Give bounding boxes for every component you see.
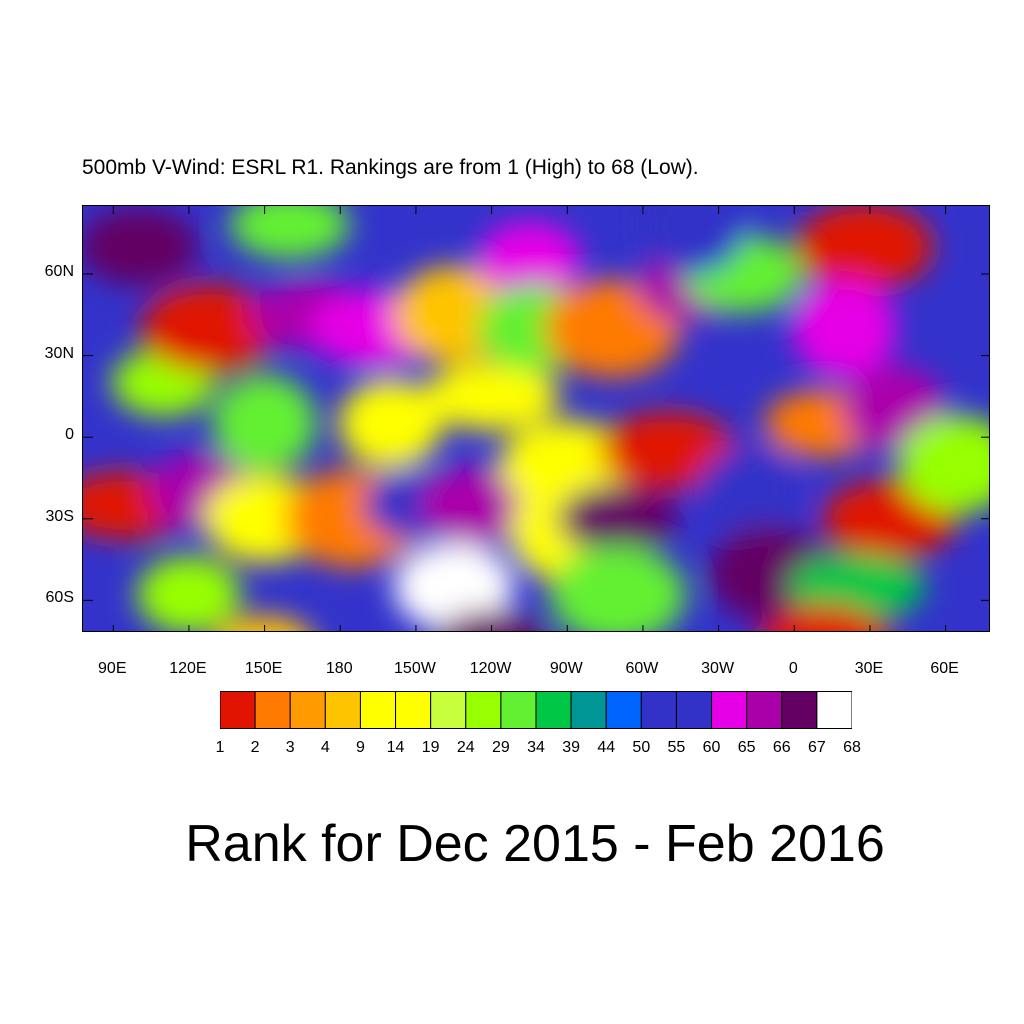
rank-field	[83, 206, 989, 631]
rank-blob	[762, 605, 887, 631]
colorbar-tick-label: 66	[772, 739, 791, 756]
rank-blob	[898, 415, 989, 514]
colorbar-tick-label: 9	[355, 739, 365, 756]
lon-label: 120W	[469, 660, 512, 677]
colorbar-swatch	[359, 691, 397, 729]
rank-blob	[136, 555, 241, 631]
figure-caption: Rank for Dec 2015 - Feb 2016	[185, 815, 885, 873]
lon-label: 90E	[98, 660, 127, 677]
rank-blob	[696, 447, 801, 536]
colorbar-tick-label: 4	[320, 739, 330, 756]
colorbar-swatch	[640, 691, 677, 729]
colorbar-tick-label: 65	[737, 739, 756, 756]
colorbar	[220, 691, 852, 729]
lon-label: 120E	[169, 660, 207, 677]
colorbar-tick-label: 55	[667, 739, 686, 756]
lon-label: 60W	[625, 660, 659, 677]
colorbar-swatch	[711, 691, 748, 729]
rank-blob	[438, 610, 545, 631]
rank-blob	[477, 221, 582, 300]
lon-label: 30E	[854, 660, 884, 677]
colorbar-tick-label: 19	[421, 739, 440, 756]
colorbar-swatch	[465, 691, 502, 729]
colorbar-swatch	[324, 691, 361, 729]
map-title: 500mb V-Wind: ESRL R1. Rankings are from…	[82, 156, 699, 179]
colorbar-tick-label: 44	[597, 739, 616, 756]
lat-label: 30S	[45, 507, 74, 525]
lon-label: 180	[325, 660, 353, 677]
colorbar-tick-label: 67	[807, 739, 826, 756]
lat-label: 60S	[45, 589, 74, 607]
colorbar-tick-label: 68	[843, 739, 861, 756]
colorbar-tick-label: 24	[456, 739, 475, 756]
colorbar-swatch	[535, 691, 572, 729]
rank-blob	[600, 411, 737, 490]
colorbar-tick-label: 3	[285, 739, 295, 756]
colorbar-swatch	[254, 691, 291, 729]
colorbar-tick-label: 1	[215, 739, 225, 756]
rank-blob	[338, 379, 443, 468]
rank-blob	[141, 284, 278, 373]
lat-label: 60N	[44, 262, 74, 280]
rank-blob	[796, 206, 933, 291]
lon-label: 60E	[930, 660, 959, 677]
rank-blob	[789, 552, 926, 621]
rank-field-map	[83, 206, 989, 631]
colorbar-tick-label: 2	[250, 739, 260, 756]
rank-blob	[212, 374, 317, 473]
lon-label: 30W	[701, 660, 735, 677]
lat-label: 30N	[44, 344, 74, 362]
colorbar-tick-label: 60	[702, 739, 721, 756]
colorbar-swatch	[746, 691, 783, 729]
colorbar-swatch	[781, 691, 818, 729]
colorbar-tick-label: 39	[562, 739, 580, 756]
lon-label: 0	[788, 660, 798, 677]
colorbar-tick-label: 14	[386, 739, 405, 756]
colorbar-swatch	[570, 691, 607, 729]
colorbar-tick-label: 50	[632, 739, 651, 756]
axis-ticks	[83, 206, 989, 631]
map-plot	[82, 205, 990, 632]
rank-blob	[549, 545, 686, 631]
colorbar-tick-label: 29	[491, 739, 510, 756]
rank-blob	[641, 206, 746, 275]
lon-label: 150E	[244, 660, 283, 677]
colorbar-swatch	[605, 691, 642, 729]
rank-blob	[423, 362, 560, 431]
colorbar-swatch	[816, 691, 852, 729]
colorbar-swatch	[500, 691, 537, 729]
lon-label: 150W	[394, 660, 436, 677]
lon-label: 90W	[549, 660, 583, 677]
rank-blob	[792, 279, 897, 378]
colorbar-swatch	[289, 691, 326, 729]
rank-blob	[393, 542, 514, 631]
rank-blob	[229, 206, 350, 260]
colorbar-swatch	[675, 691, 713, 729]
lat-label: 0	[65, 426, 74, 444]
colorbar-swatch	[220, 691, 256, 729]
rank-blob	[557, 484, 678, 553]
colorbar-swatch	[395, 691, 432, 729]
rank-blob	[83, 207, 199, 286]
colorbar-tick-label: 34	[527, 739, 545, 756]
colorbar-swatch	[430, 691, 467, 729]
rank-blob	[220, 615, 309, 631]
